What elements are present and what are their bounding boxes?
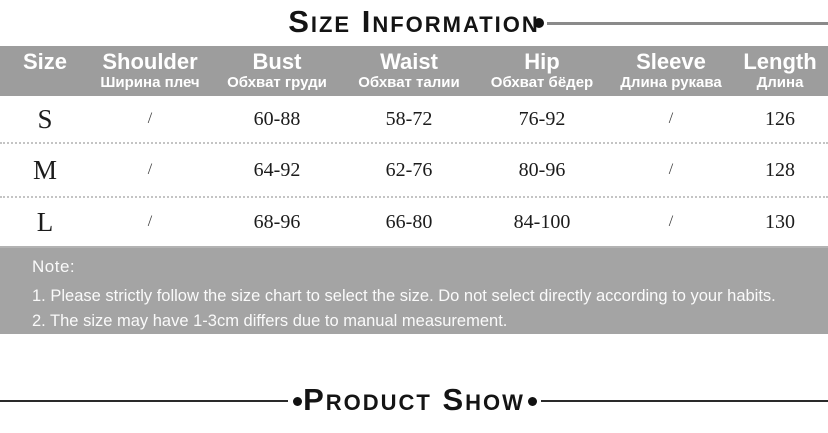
column-header-shoulder: Shoulder Ширина плеч [100, 49, 200, 92]
note-label: Note: [32, 257, 76, 276]
cell-length: 130 [765, 210, 795, 233]
cell-shoulder: / [147, 110, 153, 127]
column-header-sleeve: Sleeve Длина рукава [620, 49, 722, 92]
column-header-waist: Waist Обхват талии [358, 49, 460, 92]
bullet-icon [534, 18, 544, 28]
column-header-bust: Bust Обхват груди [227, 49, 327, 92]
column-header-length: Length Длина [743, 49, 817, 92]
product-show-heading: Product Show [0, 380, 828, 424]
table-row-size-l: L / 68-96 66-80 84-100 / 130 [0, 196, 828, 248]
divider-line [541, 400, 828, 402]
cell-sleeve: / [668, 161, 674, 178]
cell-shoulder: / [147, 213, 153, 230]
cell-length: 128 [765, 158, 795, 181]
cell-hip: 84-100 [513, 210, 571, 233]
cell-bust: 68-96 [253, 210, 301, 233]
cell-hip: 80-96 [518, 158, 566, 181]
cell-sleeve: / [668, 213, 674, 230]
size-table-header-row: Size Shoulder Ширина плеч Bust Обхват гр… [0, 46, 828, 96]
size-information-title-text: Size Information [288, 4, 540, 39]
product-show-title-text: Product Show [303, 382, 525, 417]
table-row-size-m: M / 64-92 62-76 80-96 / 128 [0, 142, 828, 196]
note-box: Note: 1. Please strictly follow the size… [0, 248, 828, 334]
note-line-2: 2. The size may have 1-3cm differs due t… [32, 312, 508, 330]
cell-size: L [36, 206, 54, 237]
divider-line [0, 400, 288, 402]
cell-waist: 66-80 [385, 210, 433, 233]
cell-waist: 62-76 [385, 158, 433, 181]
table-row-size-s: S / 60-88 58-72 76-92 / 126 [0, 96, 828, 142]
cell-shoulder: / [147, 161, 153, 178]
cell-size: S [37, 103, 53, 134]
cell-hip: 76-92 [518, 107, 566, 130]
divider-line [547, 21, 828, 25]
cell-size: M [32, 154, 57, 185]
size-information-heading: Size Information [0, 2, 828, 46]
note-line-1: 1. Please strictly follow the size chart… [32, 287, 776, 305]
cell-length: 126 [765, 107, 795, 130]
cell-waist: 58-72 [385, 107, 433, 130]
cell-bust: 60-88 [253, 107, 301, 130]
column-header-hip: Hip Обхват бёдер [490, 49, 594, 92]
column-header-size: Size [22, 49, 68, 74]
bullet-icon [293, 397, 302, 406]
size-table: Size Shoulder Ширина плеч Bust Обхват гр… [0, 46, 828, 248]
cell-sleeve: / [668, 110, 674, 127]
bullet-icon [528, 397, 537, 406]
cell-bust: 64-92 [253, 158, 301, 181]
